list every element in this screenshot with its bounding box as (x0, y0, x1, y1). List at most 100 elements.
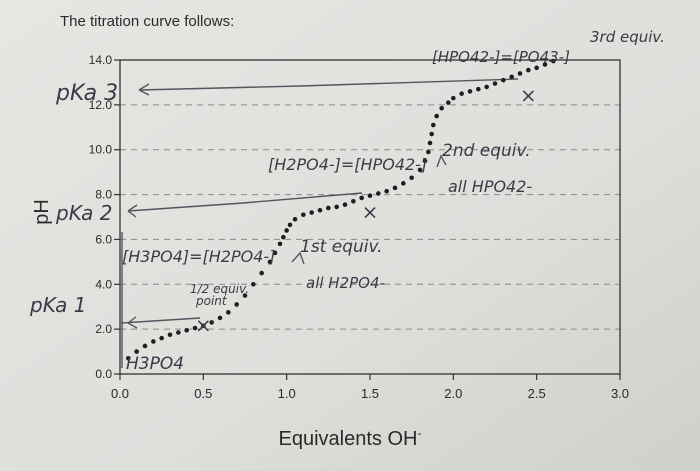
x-tick-label: 1.5 (361, 386, 379, 401)
y-tick-label: 0.0 (95, 367, 112, 381)
data-point (351, 199, 356, 204)
data-point (534, 65, 539, 71)
y-tick-label: 4.0 (95, 277, 112, 291)
pka3-arrow-line (138, 78, 519, 91)
data-point (281, 234, 286, 240)
data-point (126, 356, 131, 361)
data-point (176, 330, 181, 335)
pka-markers (197, 90, 534, 332)
data-point (376, 191, 381, 196)
x-tick-label: 1.0 (278, 386, 296, 401)
data-point (409, 175, 414, 181)
data-point (272, 250, 278, 256)
third-equiv-label: 3rd equiv. (590, 28, 665, 46)
y-tick-label: 6.0 (95, 232, 112, 246)
data-point (467, 89, 473, 94)
pka1-label: pKa 1 (29, 293, 86, 317)
data-point (427, 140, 433, 146)
pka1-arrow-line (120, 317, 201, 324)
y-axis-label: pH (31, 199, 53, 225)
data-point (292, 216, 298, 222)
data-points (126, 58, 556, 361)
y-tick-label: 8.0 (95, 188, 112, 202)
y-tick-label: 10.0 (89, 143, 113, 157)
data-point (267, 259, 273, 265)
all-hpo4-label: all HPO42- (448, 177, 532, 196)
data-point (446, 100, 451, 105)
data-point (517, 71, 523, 76)
x-tick-label: 0.0 (111, 386, 129, 401)
data-point (509, 74, 514, 80)
data-point (417, 167, 423, 173)
annotation-lines (120, 78, 519, 368)
pka3-marker (522, 90, 534, 102)
x-tick-label: 0.5 (194, 386, 212, 401)
data-point (434, 113, 439, 119)
data-point (367, 193, 373, 198)
eq1-ratio-label: [H3PO4]=[H2PO4-] (122, 247, 275, 266)
data-point (184, 327, 189, 333)
data-point (317, 207, 323, 213)
data-point (501, 77, 506, 83)
data-point (251, 281, 256, 287)
x-tick-label: 2.5 (528, 386, 546, 401)
data-point (301, 212, 306, 218)
data-point (326, 205, 331, 211)
half-equiv-label: 1/2 equiv. (190, 282, 249, 296)
x-axis-ticks: 0.0 0.5 1.0 1.5 2.0 2.5 3.0 (111, 374, 629, 401)
x-tick-label: 3.0 (611, 386, 629, 401)
x-axis-label: Equivalents OH- (279, 426, 422, 450)
data-point (217, 315, 223, 321)
all-h2po4-label: all H2PO4- (306, 274, 385, 292)
data-point (459, 91, 464, 96)
data-point (384, 188, 389, 194)
y-axis-ticks: 0.0 2.0 4.0 6.0 8.0 10.0 12.0 14.0 (89, 53, 120, 381)
data-point (542, 62, 548, 67)
second-equiv-arrow (436, 154, 447, 168)
data-point (334, 204, 339, 210)
pka1-arrowhead (127, 316, 138, 329)
data-point (342, 202, 348, 207)
page-heading: The titration curve follows: (60, 13, 234, 30)
data-point (167, 332, 173, 338)
h3po4-label: H3PO4 (126, 354, 184, 374)
pka2-marker (364, 206, 376, 219)
first-equiv-label: 1st equiv. (300, 237, 383, 257)
data-point (526, 67, 531, 73)
data-point (309, 210, 314, 215)
data-point (551, 58, 556, 64)
data-point (392, 185, 398, 191)
half-equiv-point-label: point (195, 294, 228, 308)
eq3-ratio-label: [HPO42-]=[PO43-] (432, 48, 570, 66)
second-equiv-label: 2nd equiv. (442, 141, 531, 161)
data-point (259, 270, 264, 276)
pka1-marker (197, 320, 209, 332)
x-tick-label: 2.0 (444, 386, 462, 401)
data-point (209, 320, 214, 325)
data-point (429, 131, 434, 137)
data-point (226, 310, 231, 315)
first-equiv-arrow (291, 251, 305, 265)
data-point (401, 181, 406, 186)
pka3-label: pKa 3 (55, 81, 118, 106)
data-point (277, 241, 283, 247)
pka2-label: pKa 2 (55, 201, 112, 225)
pka3-arrowhead (138, 83, 150, 96)
data-point (151, 339, 156, 344)
data-point (439, 105, 444, 111)
data-point (142, 343, 148, 349)
data-point (234, 302, 239, 307)
y-tick-label: 12.0 (89, 98, 113, 112)
data-point (431, 122, 436, 128)
data-point (134, 349, 139, 354)
pka2-arrowhead (127, 204, 138, 218)
data-point (159, 335, 164, 341)
data-point (242, 293, 248, 298)
data-point (422, 158, 428, 164)
data-point (359, 195, 364, 201)
data-point (192, 325, 198, 331)
data-point (426, 149, 431, 155)
titration-chart: 0.0 2.0 4.0 6.0 8.0 10.0 12.0 14.0 0.0 0.5 1.0 1.5… (29, 28, 665, 450)
